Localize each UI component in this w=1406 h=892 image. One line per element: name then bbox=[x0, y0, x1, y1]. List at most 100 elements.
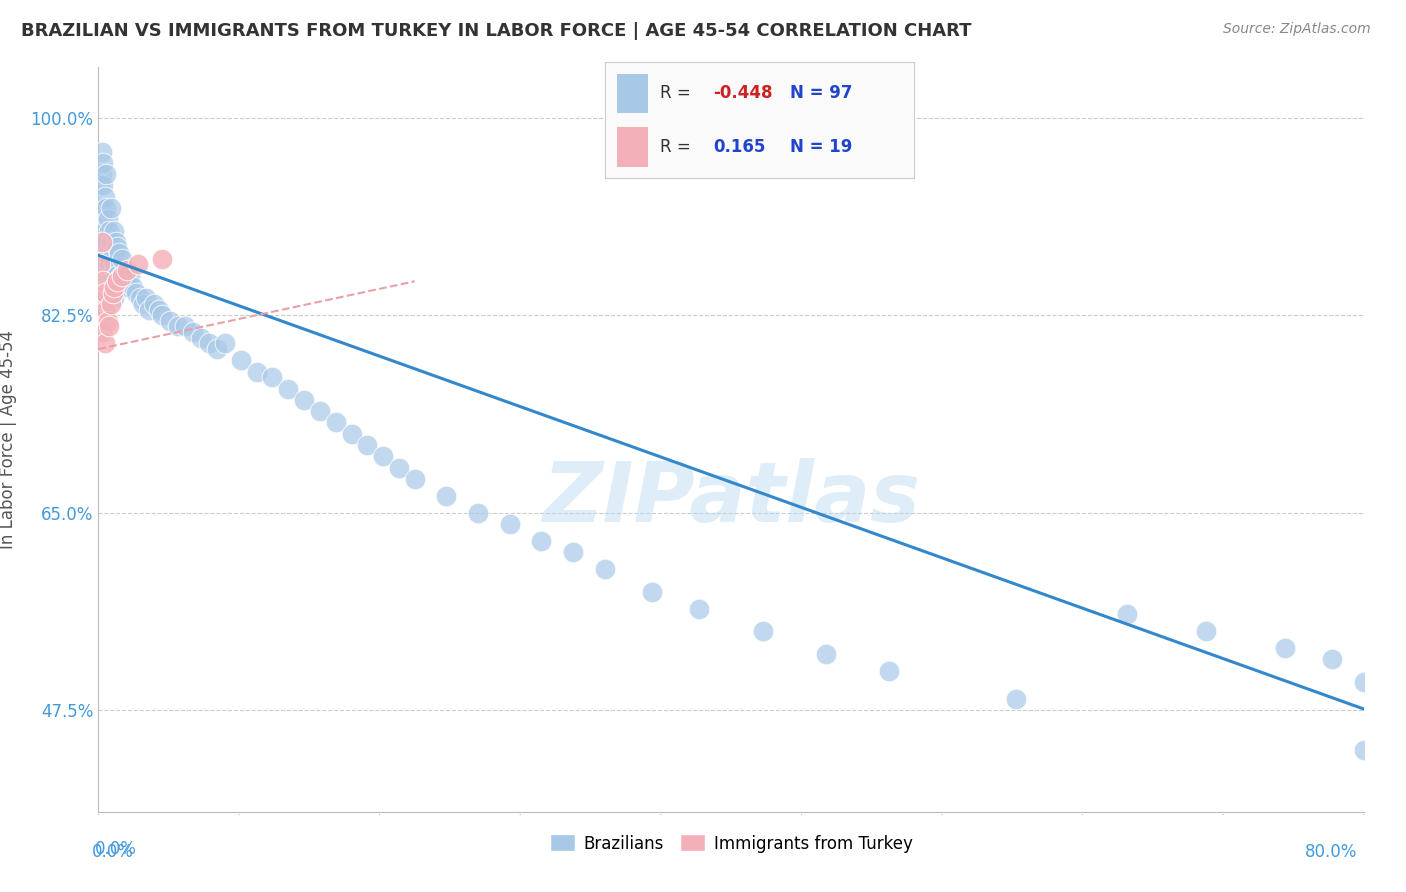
Point bbox=[97, 212, 120, 227]
Text: 0.0%: 0.0% bbox=[91, 843, 134, 861]
Point bbox=[467, 506, 489, 520]
Y-axis label: In Labor Force | Age 45-54: In Labor Force | Age 45-54 bbox=[0, 330, 17, 549]
Point bbox=[89, 257, 111, 271]
Point bbox=[122, 280, 145, 294]
Point bbox=[91, 178, 114, 193]
Point bbox=[340, 426, 363, 441]
Point bbox=[325, 416, 347, 430]
Point bbox=[89, 178, 111, 193]
Point bbox=[96, 167, 118, 181]
Point bbox=[142, 297, 165, 311]
Point bbox=[125, 285, 148, 300]
Point bbox=[107, 240, 129, 254]
Point bbox=[1353, 742, 1375, 756]
Point bbox=[100, 201, 122, 215]
Point bbox=[115, 263, 138, 277]
Text: Source: ZipAtlas.com: Source: ZipAtlas.com bbox=[1223, 22, 1371, 37]
Point bbox=[101, 246, 124, 260]
Point bbox=[214, 336, 236, 351]
Point bbox=[120, 268, 141, 283]
Point bbox=[91, 274, 114, 288]
Point bbox=[1322, 652, 1344, 666]
Point bbox=[117, 280, 139, 294]
Point bbox=[96, 302, 118, 317]
Point bbox=[89, 212, 111, 227]
Point bbox=[91, 246, 114, 260]
Point bbox=[688, 601, 710, 615]
Point bbox=[246, 365, 269, 379]
Text: -0.448: -0.448 bbox=[713, 84, 772, 103]
FancyBboxPatch shape bbox=[617, 128, 648, 167]
Point bbox=[104, 268, 127, 283]
Point bbox=[103, 291, 125, 305]
Point bbox=[159, 314, 181, 328]
Point bbox=[111, 268, 134, 283]
Point bbox=[98, 319, 121, 334]
Point bbox=[388, 460, 411, 475]
Point bbox=[93, 223, 117, 237]
Point bbox=[1353, 675, 1375, 690]
Point bbox=[404, 472, 426, 486]
Point bbox=[91, 156, 114, 170]
Point bbox=[104, 235, 127, 249]
Point bbox=[877, 664, 900, 678]
Point bbox=[97, 314, 120, 328]
Point bbox=[138, 302, 160, 317]
Point bbox=[356, 438, 378, 452]
Point bbox=[89, 314, 111, 328]
Text: BRAZILIAN VS IMMIGRANTS FROM TURKEY IN LABOR FORCE | AGE 45-54 CORRELATION CHART: BRAZILIAN VS IMMIGRANTS FROM TURKEY IN L… bbox=[21, 22, 972, 40]
Point bbox=[498, 516, 520, 531]
Point bbox=[107, 274, 129, 288]
Point bbox=[371, 449, 394, 463]
Point bbox=[103, 223, 125, 237]
Point bbox=[93, 291, 117, 305]
Point bbox=[150, 308, 173, 322]
Point bbox=[91, 325, 114, 339]
Point bbox=[148, 302, 170, 317]
Point bbox=[561, 545, 585, 559]
Point bbox=[751, 624, 773, 639]
Text: N = 19: N = 19 bbox=[790, 137, 852, 155]
Text: 0.0%: 0.0% bbox=[94, 840, 136, 858]
Point bbox=[262, 370, 284, 384]
Point bbox=[436, 489, 458, 503]
Point bbox=[90, 167, 112, 181]
Point bbox=[90, 235, 112, 249]
Point bbox=[205, 342, 228, 356]
Point bbox=[101, 280, 124, 294]
Point bbox=[127, 257, 149, 271]
Point bbox=[100, 268, 122, 283]
Point bbox=[96, 268, 118, 283]
Point bbox=[1004, 691, 1026, 706]
Point bbox=[93, 336, 117, 351]
Point bbox=[128, 291, 150, 305]
Point bbox=[90, 291, 112, 305]
Point bbox=[91, 280, 114, 294]
Point bbox=[277, 382, 299, 396]
Point bbox=[1194, 624, 1216, 639]
Point bbox=[292, 392, 315, 407]
Point bbox=[115, 274, 138, 288]
Point bbox=[111, 280, 134, 294]
Point bbox=[150, 252, 173, 266]
Point bbox=[91, 212, 114, 227]
Point bbox=[98, 257, 121, 271]
Point bbox=[641, 584, 664, 599]
Point bbox=[190, 331, 212, 345]
Point bbox=[108, 246, 131, 260]
Point bbox=[107, 274, 129, 288]
Text: ZIPatlas: ZIPatlas bbox=[543, 458, 920, 540]
Point bbox=[111, 252, 134, 266]
Point bbox=[135, 291, 157, 305]
Point bbox=[814, 647, 837, 661]
Point bbox=[166, 319, 188, 334]
Point bbox=[198, 336, 221, 351]
Point bbox=[132, 297, 155, 311]
Point bbox=[100, 297, 122, 311]
Point bbox=[98, 291, 121, 305]
FancyBboxPatch shape bbox=[617, 74, 648, 113]
Point bbox=[89, 257, 111, 271]
Point bbox=[97, 246, 120, 260]
Text: R =: R = bbox=[661, 137, 696, 155]
Point bbox=[96, 302, 118, 317]
